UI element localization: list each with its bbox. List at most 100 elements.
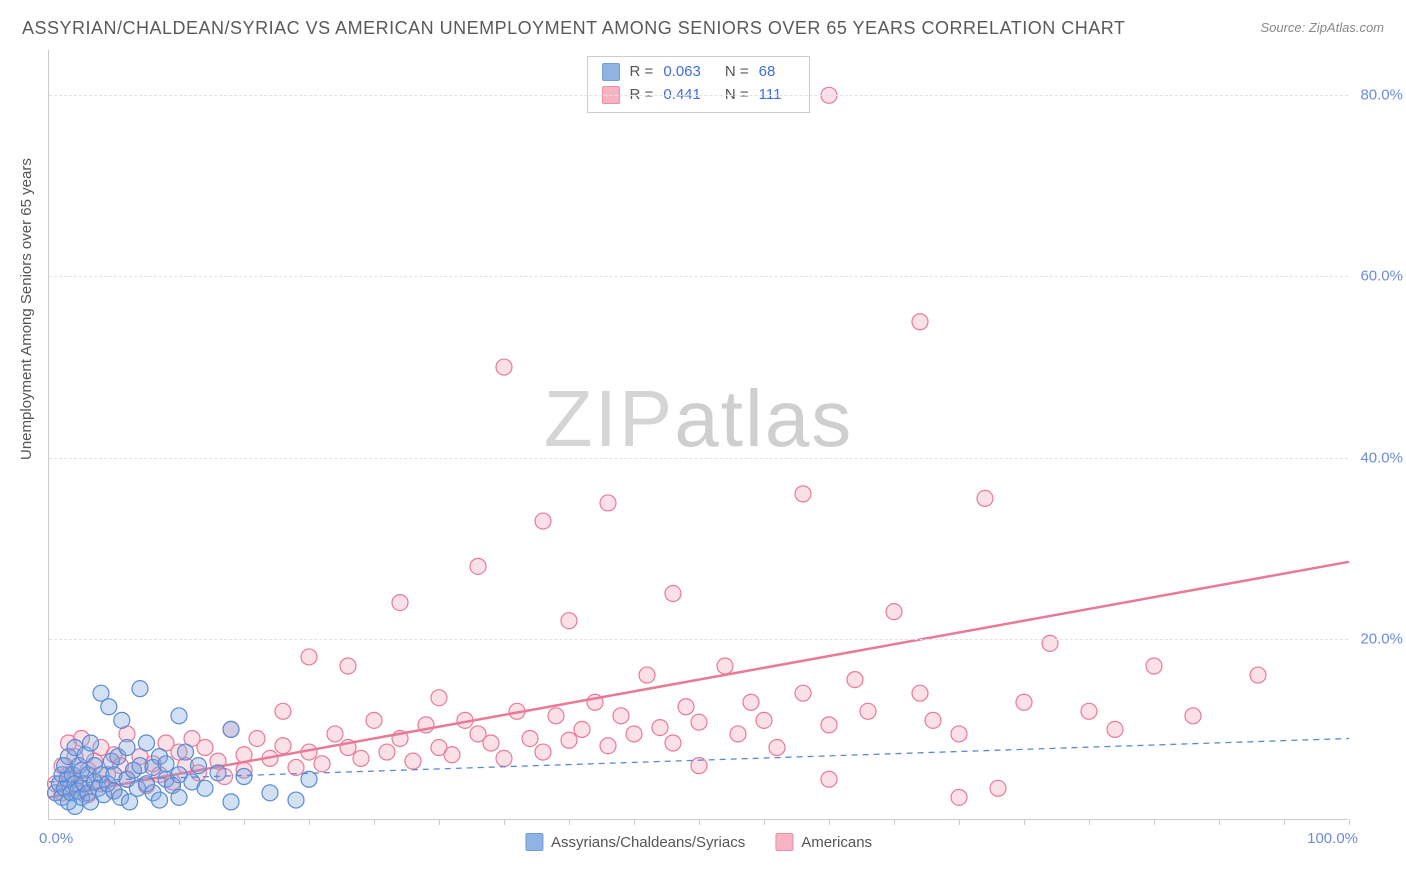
x-tick — [634, 819, 635, 825]
data-point — [314, 756, 330, 772]
data-point — [171, 789, 187, 805]
x-axis-min: 0.0% — [39, 830, 73, 847]
data-point — [275, 703, 291, 719]
data-point — [548, 708, 564, 724]
data-point — [379, 744, 395, 760]
x-tick — [1154, 819, 1155, 825]
gridline — [49, 639, 1348, 640]
data-point — [301, 649, 317, 665]
data-point — [262, 785, 278, 801]
gridline — [49, 95, 1348, 96]
data-point — [431, 690, 447, 706]
data-point — [152, 792, 168, 808]
data-point — [197, 780, 213, 796]
x-tick — [114, 819, 115, 825]
data-point — [665, 586, 681, 602]
data-point — [114, 712, 130, 728]
data-point — [613, 708, 629, 724]
data-point — [821, 771, 837, 787]
data-point — [132, 681, 148, 697]
data-point — [561, 732, 577, 748]
source-label: Source: ZipAtlas.com — [1260, 20, 1384, 35]
y-axis-label: Unemployment Among Seniors over 65 years — [18, 158, 35, 460]
data-point — [158, 756, 174, 772]
y-tick-label: 20.0% — [1360, 630, 1403, 647]
data-point — [795, 486, 811, 502]
data-point — [139, 735, 155, 751]
data-point — [1081, 703, 1097, 719]
data-point — [327, 726, 343, 742]
x-tick — [764, 819, 765, 825]
data-point — [83, 735, 99, 751]
scatter-svg — [49, 50, 1348, 819]
data-point — [756, 712, 772, 728]
data-point — [821, 717, 837, 733]
data-point — [210, 765, 226, 781]
x-tick — [829, 819, 830, 825]
x-tick — [699, 819, 700, 825]
data-point — [1185, 708, 1201, 724]
legend-label-pink: Americans — [801, 834, 872, 851]
legend-swatch-blue — [525, 833, 543, 851]
x-tick — [179, 819, 180, 825]
data-point — [951, 789, 967, 805]
data-point — [977, 490, 993, 506]
data-point — [178, 744, 194, 760]
x-tick — [1219, 819, 1220, 825]
data-point — [405, 753, 421, 769]
x-tick — [569, 819, 570, 825]
data-point — [340, 658, 356, 674]
data-point — [191, 758, 207, 774]
data-point — [483, 735, 499, 751]
data-point — [535, 744, 551, 760]
data-point — [1016, 694, 1032, 710]
data-point — [730, 726, 746, 742]
data-point — [392, 595, 408, 611]
data-point — [600, 495, 616, 511]
gridline — [49, 458, 1348, 459]
data-point — [743, 694, 759, 710]
data-point — [639, 667, 655, 683]
data-point — [795, 685, 811, 701]
y-tick-label: 60.0% — [1360, 268, 1403, 285]
data-point — [678, 699, 694, 715]
data-point — [665, 735, 681, 751]
data-point — [470, 558, 486, 574]
legend: Assyrians/Chaldeans/Syriacs Americans — [525, 833, 872, 851]
data-point — [886, 604, 902, 620]
x-tick — [244, 819, 245, 825]
data-point — [847, 672, 863, 688]
data-point — [223, 794, 239, 810]
data-point — [119, 740, 135, 756]
plot-area: ZIPatlas R = 0.063 N = 68 R = 0.441 N = … — [48, 50, 1348, 820]
y-tick-label: 80.0% — [1360, 87, 1403, 104]
data-point — [990, 780, 1006, 796]
data-point — [951, 726, 967, 742]
x-axis-max: 100.0% — [1307, 830, 1358, 847]
data-point — [691, 714, 707, 730]
data-point — [171, 708, 187, 724]
data-point — [600, 738, 616, 754]
data-point — [769, 740, 785, 756]
legend-item-blue: Assyrians/Chaldeans/Syriacs — [525, 833, 745, 851]
data-point — [561, 613, 577, 629]
chart-title: ASSYRIAN/CHALDEAN/SYRIAC VS AMERICAN UNE… — [22, 18, 1125, 39]
x-tick — [894, 819, 895, 825]
data-point — [444, 747, 460, 763]
data-point — [249, 730, 265, 746]
data-point — [101, 699, 117, 715]
legend-item-pink: Americans — [775, 833, 872, 851]
legend-swatch-pink — [775, 833, 793, 851]
data-point — [236, 769, 252, 785]
x-tick — [959, 819, 960, 825]
data-point — [912, 314, 928, 330]
data-point — [1042, 635, 1058, 651]
x-tick — [1024, 819, 1025, 825]
x-tick — [439, 819, 440, 825]
x-tick — [309, 819, 310, 825]
x-tick — [1349, 819, 1350, 825]
data-point — [288, 792, 304, 808]
x-tick — [504, 819, 505, 825]
data-point — [717, 658, 733, 674]
data-point — [197, 740, 213, 756]
